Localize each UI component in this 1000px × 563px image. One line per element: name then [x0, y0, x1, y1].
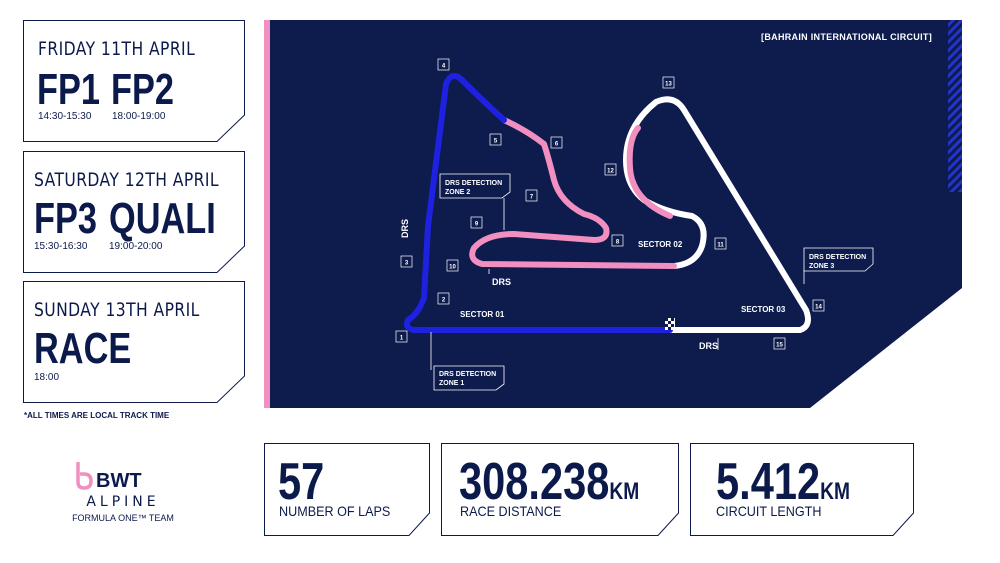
stat-card-circuit-length: 5.412KM CIRCUIT LENGTH [690, 443, 914, 536]
stat-card-race-distance: 308.238KM RACE DISTANCE [441, 443, 679, 536]
svg-text:14: 14 [815, 305, 822, 311]
svg-text:ZONE 2: ZONE 2 [445, 189, 470, 196]
turn-marker-3: 3 [400, 255, 413, 268]
sector-label-1: SECTOR 01 [460, 310, 505, 319]
stat-label: CIRCUIT LENGTH [716, 503, 822, 519]
svg-text:4: 4 [442, 64, 446, 70]
svg-text:DRS DETECTION: DRS DETECTION [809, 254, 866, 261]
circuit-name: [BAHRAIN INTERNATIONAL CIRCUIT] [761, 32, 932, 42]
svg-text:1: 1 [400, 336, 404, 342]
day-title: SUNDAY 13TH APRIL [34, 299, 200, 321]
svg-text:10: 10 [449, 265, 456, 271]
turn-marker-1: 1 [395, 330, 408, 343]
card-frame [690, 443, 914, 536]
stat-label: NUMBER OF LAPS [279, 503, 391, 519]
drs-label-1: DRS [400, 219, 410, 238]
team-logo: BWT ALPINE FORMULA ONE™ TEAM [58, 458, 188, 528]
turn-marker-6: 6 [550, 136, 563, 149]
svg-text:5: 5 [494, 139, 498, 145]
alpine-logo-graphic: BWT ALPINE FORMULA ONE™ TEAM [72, 462, 174, 523]
footnote: *ALL TIMES ARE LOCAL TRACK TIME [24, 411, 170, 420]
svg-text:ZONE 3: ZONE 3 [809, 263, 834, 270]
svg-text:DRS DETECTION: DRS DETECTION [439, 371, 496, 378]
svg-text:11: 11 [717, 243, 724, 249]
card-frame [441, 443, 679, 536]
svg-text:12: 12 [607, 169, 614, 175]
drs-label-3: DRS [699, 341, 718, 351]
svg-text:15: 15 [776, 343, 783, 349]
session-name: FP2 [111, 65, 174, 114]
turn-marker-7: 7 [525, 189, 538, 202]
session-name: QUALI [109, 194, 216, 243]
hatched-stripe [948, 20, 962, 192]
schedule-card-saturday: SATURDAY 12TH APRIL FP3 15:30-16:30 QUAL… [23, 151, 245, 273]
stat-card-laps: 57 NUMBER OF LAPS [264, 443, 430, 536]
session-name: FP3 [34, 194, 97, 243]
card-frame [23, 20, 245, 142]
day-title: FRIDAY 11TH APRIL [38, 38, 196, 60]
session-name: RACE [34, 324, 132, 373]
stat-value: 308.238KM [459, 453, 640, 511]
session-time: 15:30-16:30 [34, 241, 88, 252]
session-time: 18:00-19:00 [112, 111, 166, 122]
start-finish-flag [665, 318, 675, 330]
turn-marker-5: 5 [489, 133, 502, 146]
turn-markers: 1 2 3 4 5 6 7 8 9 10 11 12 13 14 15 [395, 58, 825, 350]
card-frame [23, 151, 245, 273]
schedule-card-friday: FRIDAY 11TH APRIL FP1 14:30-15:30 FP2 18… [23, 20, 245, 142]
sector-label-3: SECTOR 03 [741, 305, 786, 314]
turn-marker-10: 10 [446, 259, 459, 272]
logo-brand: BWT [96, 470, 142, 492]
turn-marker-2: 2 [437, 292, 450, 305]
turn-marker-13: 13 [662, 76, 675, 89]
logo-sub: FORMULA ONE™ TEAM [72, 513, 174, 523]
schedule-card-sunday: SUNDAY 13TH APRIL RACE 18:00 [23, 281, 245, 403]
logo-team: ALPINE [86, 494, 159, 510]
stat-value: 57 [278, 453, 325, 511]
svg-text:9: 9 [475, 222, 479, 228]
drs-detection-zone-2: DRS DETECTION ZONE 2 [439, 173, 511, 230]
turn-marker-15: 15 [773, 337, 786, 350]
turn-marker-9: 9 [470, 216, 483, 229]
drs-detection-zone-3: DRS DETECTION ZONE 3 [803, 247, 874, 284]
svg-text:7: 7 [530, 195, 534, 201]
svg-text:ZONE 1: ZONE 1 [439, 380, 464, 387]
stat-value: 5.412KM [716, 453, 850, 511]
svg-text:6: 6 [555, 142, 559, 148]
svg-text:3: 3 [405, 261, 409, 267]
turn-marker-11: 11 [714, 237, 727, 250]
sector-label-2: SECTOR 02 [638, 240, 683, 249]
stat-label: RACE DISTANCE [460, 503, 562, 519]
track-sector-1 [403, 72, 673, 333]
track-sector-2-b [626, 125, 673, 219]
session-time: 18:00 [34, 372, 60, 383]
circuit-map: 1 2 3 4 5 6 7 8 9 10 11 12 13 14 15 SECT… [264, 20, 962, 408]
drs-detection-zone-1: DRS DETECTION ZONE 1 [430, 332, 505, 391]
session-name: FP1 [37, 65, 100, 114]
svg-text:13: 13 [665, 82, 672, 88]
drs-label-2: DRS [492, 277, 511, 287]
turn-marker-14: 14 [812, 299, 825, 312]
card-frame [23, 281, 245, 403]
track-sector-3 [623, 96, 811, 333]
svg-text:DRS DETECTION: DRS DETECTION [445, 180, 502, 187]
track-sector-2 [469, 117, 677, 269]
turn-marker-4: 4 [437, 58, 450, 71]
svg-text:8: 8 [616, 240, 620, 246]
turn-marker-8: 8 [611, 234, 624, 247]
pink-edge-stripe [264, 20, 270, 408]
turn-marker-12: 12 [604, 163, 617, 176]
session-time: 14:30-15:30 [38, 111, 92, 122]
session-time: 19:00-20:00 [109, 241, 163, 252]
map-background [264, 20, 962, 408]
card-frame [264, 443, 430, 536]
circuit-map-graphic: 1 2 3 4 5 6 7 8 9 10 11 12 13 14 15 SECT… [264, 20, 962, 408]
day-title: SATURDAY 12TH APRIL [34, 169, 219, 191]
svg-text:2: 2 [442, 298, 446, 304]
